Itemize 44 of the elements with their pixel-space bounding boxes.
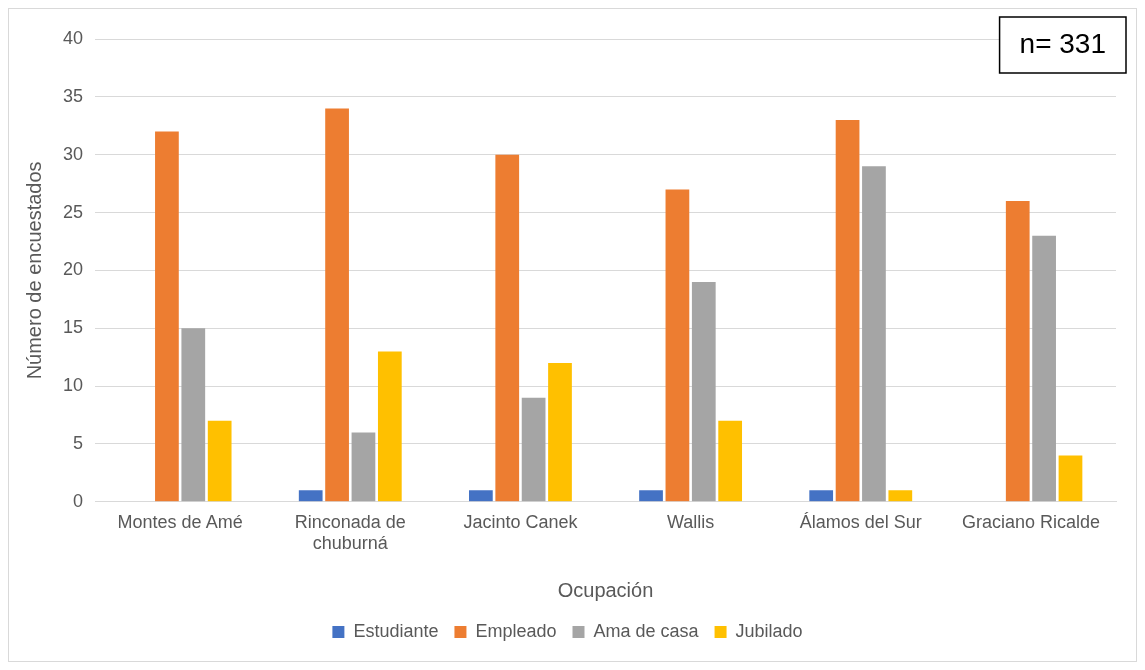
bar — [207, 420, 232, 502]
x-tick-label: Rinconada de chuburná — [294, 511, 406, 554]
bar — [639, 490, 663, 502]
bar — [298, 490, 323, 502]
x-tick-label: Álamos del Sur — [799, 511, 922, 532]
y-tick-label: 0 — [73, 490, 84, 511]
y-tick-label: 15 — [62, 317, 84, 338]
legend-label: Jubilado — [735, 620, 803, 641]
y-tick-label: 25 — [62, 201, 84, 222]
bar — [469, 490, 493, 502]
bar — [155, 131, 179, 502]
legend-label: Empleado — [475, 620, 557, 641]
bar — [1058, 455, 1083, 502]
y-tick-label: 10 — [62, 375, 84, 396]
bar — [718, 420, 743, 502]
legend-label: Estudiante — [353, 620, 439, 641]
y-tick-label: 5 — [73, 432, 84, 453]
legend-label: Ama de casa — [593, 620, 700, 641]
bar — [325, 108, 349, 502]
bar — [1005, 200, 1030, 502]
bar — [521, 397, 546, 502]
bar — [495, 154, 520, 502]
bar — [835, 119, 860, 502]
y-tick-label: 30 — [62, 143, 84, 164]
bar — [1032, 235, 1056, 502]
x-tick-label: Jacinto Canek — [463, 511, 579, 532]
x-tick-label: Wallis — [666, 511, 715, 532]
bar — [862, 166, 886, 502]
y-tick-label: 35 — [62, 85, 84, 106]
bar — [377, 351, 402, 502]
bar — [548, 362, 572, 502]
bar — [351, 432, 376, 502]
annotation: n= 331 — [1019, 27, 1106, 59]
bar — [181, 328, 206, 502]
y-tick-label: 20 — [62, 259, 84, 280]
x-axis-title: Ocupación — [557, 578, 654, 601]
x-tick-label: Graciano Ricalde — [961, 511, 1100, 532]
y-tick-label: 40 — [62, 27, 84, 48]
x-tick-label: Montes de Amé — [117, 511, 243, 532]
y-axis-title: Número de encuestados — [22, 161, 45, 380]
bar — [809, 490, 834, 502]
bar — [888, 490, 913, 502]
bar — [691, 281, 716, 502]
bar — [665, 189, 690, 502]
